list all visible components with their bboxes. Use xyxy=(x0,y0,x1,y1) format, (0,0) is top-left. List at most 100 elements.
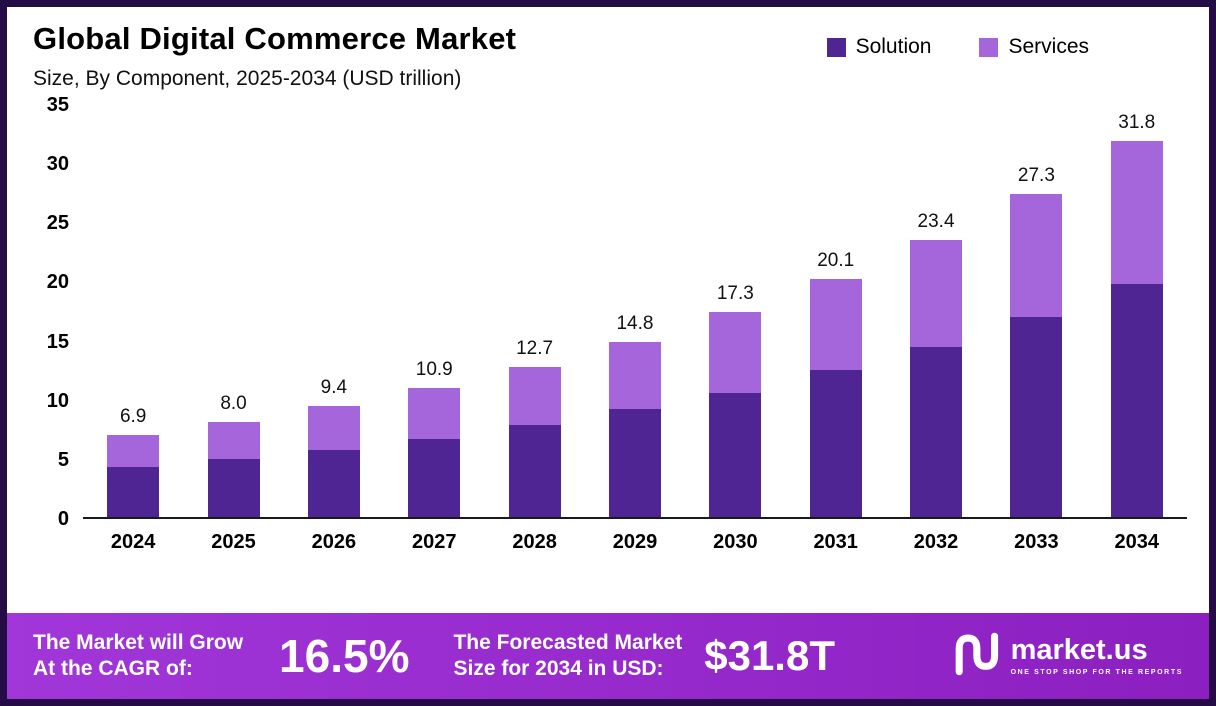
y-axis: 0 5 10 15 20 25 30 35 xyxy=(21,94,83,530)
brand-name: market.us xyxy=(1010,634,1148,666)
cagr-value: 16.5% xyxy=(279,630,410,682)
bar-segment-services-2025 xyxy=(207,422,260,460)
bar-value-label: 27.3 xyxy=(1017,165,1055,187)
cagr-label: The Market will Grow At the CAGR of: xyxy=(33,630,243,683)
bar-segment-services-2031 xyxy=(809,279,862,371)
bar-stack xyxy=(809,279,862,517)
legend: Solution Services xyxy=(826,35,1089,59)
bar-segment-services-2033 xyxy=(1010,194,1063,318)
bar-segment-services-2026 xyxy=(307,405,360,450)
x-axis-label-2028: 2028 xyxy=(512,531,557,553)
bar-segment-solution-2027 xyxy=(408,438,461,517)
brand-tagline: ONE STOP SHOP FOR THE REPORTS xyxy=(1010,669,1183,676)
bar-group-2025: 8.0 xyxy=(183,105,283,517)
bar-segment-services-2024 xyxy=(107,435,160,468)
x-axis-label-2029: 2029 xyxy=(612,531,658,553)
y-tick-label: 5 xyxy=(57,448,69,471)
bar-segment-services-2032 xyxy=(910,240,963,347)
bar-value-label: 20.1 xyxy=(817,250,855,272)
bar-segment-solution-2031 xyxy=(809,370,862,517)
bar-stack xyxy=(910,240,963,517)
bar-segment-solution-2026 xyxy=(307,449,360,517)
plot-area: 6.9 8.0 9.4 10.9 12.7 14.8 17.3 20.1 23.4 27.3 31.… xyxy=(83,105,1187,519)
bar-segment-services-2030 xyxy=(709,312,762,393)
bar-stack xyxy=(207,422,260,517)
cagr-label-line1: The Market will Grow xyxy=(33,630,244,654)
bar-segment-solution-2029 xyxy=(608,409,661,517)
x-axis-label-2033: 2033 xyxy=(1014,531,1059,553)
chart-title: Global Digital Commerce Market xyxy=(33,21,517,56)
y-tick-label: 20 xyxy=(46,271,69,294)
bar-group-2029: 14.8 xyxy=(585,105,685,517)
bar-group-2026: 9.4 xyxy=(284,105,384,517)
bar-segment-solution-2033 xyxy=(1010,317,1063,517)
bar-group-2030: 17.3 xyxy=(685,105,785,517)
forecast-label-line1: The Forecasted Market xyxy=(453,630,683,654)
legend-item-services: Services xyxy=(979,35,1089,59)
plot-area-wrap: 6.9 8.0 9.4 10.9 12.7 14.8 17.3 20.1 23.4 27.3 31.… xyxy=(83,105,1187,554)
y-tick-label: 35 xyxy=(46,94,69,116)
brand-block: market.us ONE STOP SHOP FOR THE REPORTS xyxy=(953,631,1183,682)
forecast-value: $31.8T xyxy=(704,632,835,679)
x-axis-label-2025: 2025 xyxy=(211,531,256,553)
chart-subtitle: Size, By Component, 2025-2034 (USD trill… xyxy=(33,67,462,90)
x-axis-label-2034: 2034 xyxy=(1114,531,1160,553)
bar-group-2034: 31.8 xyxy=(1087,105,1187,517)
forecast-label: The Forecasted Market Size for 2034 in U… xyxy=(453,630,682,683)
bar-segment-solution-2032 xyxy=(910,346,963,517)
footer-banner: The Market will Grow At the CAGR of: 16.… xyxy=(7,613,1209,699)
chart-header: Global Digital Commerce Market Size, By … xyxy=(7,7,1209,91)
x-axis-label-2027: 2027 xyxy=(412,531,457,553)
y-tick-label: 30 xyxy=(46,153,69,176)
bar-group-2031: 20.1 xyxy=(786,105,886,517)
x-axis-label-2031: 2031 xyxy=(813,531,858,553)
bar-value-label: 6.9 xyxy=(119,406,147,428)
legend-swatch-services-icon xyxy=(979,37,999,57)
bar-value-label: 23.4 xyxy=(917,211,955,233)
market-us-logo-icon xyxy=(953,631,999,682)
cagr-label-line2: At the CAGR of: xyxy=(33,657,193,680)
bar-value-label: 31.8 xyxy=(1118,111,1156,133)
bar-group-2024: 6.9 xyxy=(83,105,183,517)
bar-segment-services-2027 xyxy=(408,388,461,439)
bar-value-label: 10.9 xyxy=(415,359,453,381)
bar-value-label: 14.8 xyxy=(616,312,654,334)
bar-segment-services-2028 xyxy=(508,366,561,425)
bar-segment-solution-2028 xyxy=(508,424,561,517)
bar-stack xyxy=(709,312,762,517)
y-tick-label: 25 xyxy=(46,212,69,235)
x-axis: 2024 2025 2026 2027 2028 2029 2030 2031 2032 2033… xyxy=(83,531,1187,554)
y-tick-label: 10 xyxy=(46,389,69,412)
brand-texts: market.us ONE STOP SHOP FOR THE REPORTS xyxy=(1010,634,1183,677)
bar-value-label: 9.4 xyxy=(320,376,348,398)
y-tick-label: 15 xyxy=(46,330,69,353)
legend-swatch-solution-icon xyxy=(826,37,846,57)
bar-segment-solution-2030 xyxy=(709,392,762,517)
x-axis-label-2024: 2024 xyxy=(110,531,156,553)
bar-stack xyxy=(408,388,461,517)
legend-label-solution: Solution xyxy=(855,35,932,58)
x-axis-label-2026: 2026 xyxy=(311,531,357,553)
x-axis-label-2032: 2032 xyxy=(913,531,959,553)
bar-segment-services-2029 xyxy=(608,341,661,410)
bar-stack xyxy=(1010,194,1063,517)
bar-stack xyxy=(508,366,561,517)
stacked-bar-chart: 0 5 10 15 20 25 30 35 6.9 8.0 9.4 10.9 12.7 14.8 17.3… xyxy=(7,94,1209,554)
bar-value-label: 17.3 xyxy=(716,283,754,305)
bar-stack xyxy=(107,435,160,517)
bar-group-2032: 23.4 xyxy=(886,105,986,517)
y-tick-label: 0 xyxy=(57,508,69,530)
bar-group-2027: 10.9 xyxy=(384,105,484,517)
bar-stack xyxy=(307,405,360,517)
bar-value-label: 8.0 xyxy=(220,393,247,415)
x-axis-label-2030: 2030 xyxy=(713,531,758,553)
bar-segment-solution-2024 xyxy=(107,467,160,517)
bar-segment-services-2034 xyxy=(1110,140,1163,284)
forecast-label-line2: Size for 2034 in USD: xyxy=(453,657,664,680)
bar-segment-solution-2034 xyxy=(1110,283,1163,517)
bar-stack xyxy=(608,341,661,517)
legend-item-solution: Solution xyxy=(826,35,932,59)
bar-group-2033: 27.3 xyxy=(986,105,1086,517)
bar-segment-solution-2025 xyxy=(207,459,260,517)
